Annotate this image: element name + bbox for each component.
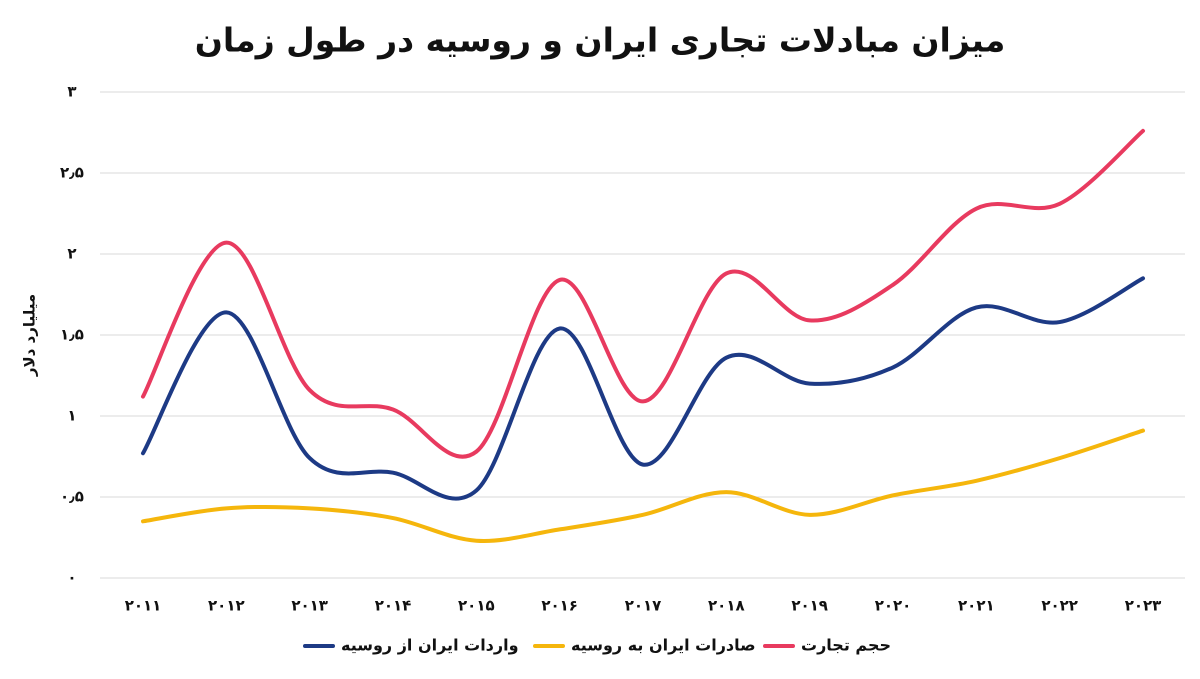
x-tick-label: ۲۰۲۳ — [1125, 597, 1162, 615]
legend-label: حجم تجارت — [801, 636, 891, 655]
x-tick-label: ۲۰۱۳ — [291, 597, 328, 615]
line-series — [141, 428, 1145, 543]
line-series — [141, 128, 1145, 459]
x-tick-label: ۲۰۱۸ — [708, 597, 745, 615]
y-tick-label: ۲ — [67, 245, 76, 263]
y-tick-label: ۳ — [67, 83, 76, 101]
x-tick-label: ۲۰۱۴ — [375, 597, 412, 615]
x-tick-label: ۲۰۱۱ — [125, 597, 162, 615]
legend-label: صادرات ایران به روسیه — [571, 636, 756, 655]
x-tick-label: ۲۰۲۱ — [958, 597, 995, 615]
x-tick-label: ۲۰۱۷ — [625, 597, 662, 615]
x-tick-label: ۲۰۱۶ — [541, 597, 578, 615]
legend-label: واردات ایران از روسیه — [341, 636, 519, 655]
y-tick-label: ۲٫۵ — [60, 164, 84, 182]
x-tick-label: ۲۰۱۲ — [208, 597, 245, 615]
x-tick-label: ۲۰۱۵ — [458, 597, 495, 615]
y-tick-label: ۱ — [67, 407, 76, 425]
y-tick-label: ۰ — [67, 569, 76, 587]
x-tick-label: ۲۰۲۰ — [875, 597, 912, 615]
x-tick-label: ۲۰۲۲ — [1041, 597, 1078, 615]
y-tick-label: ۱٫۵ — [60, 326, 84, 344]
chart-title: میزان مبادلات تجاری ایران و روسیه در طول… — [195, 21, 1006, 61]
line-series — [141, 276, 1145, 501]
y-axis-label: میلیارد دلار — [21, 294, 39, 377]
y-tick-label: ۰٫۵ — [60, 488, 84, 506]
x-tick-label: ۲۰۱۹ — [791, 597, 828, 615]
